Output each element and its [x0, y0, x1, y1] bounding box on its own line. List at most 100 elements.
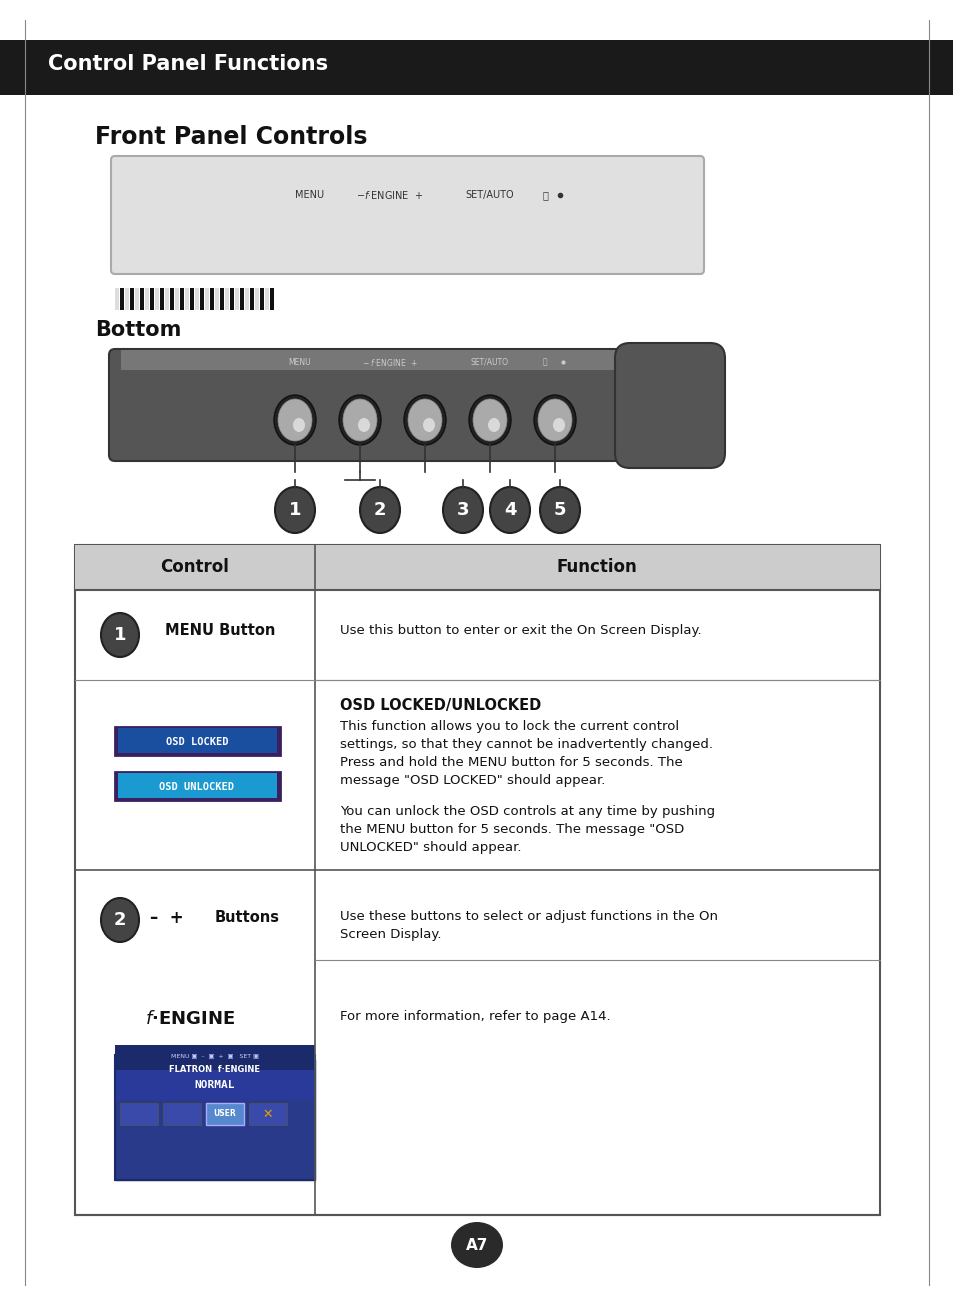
Text: 1: 1 [289, 501, 301, 519]
Bar [205, 288, 209, 311]
Text: 2: 2 [374, 501, 386, 519]
Text: USER: USER [213, 1109, 236, 1118]
Bar [270, 288, 274, 311]
Ellipse shape [473, 399, 506, 441]
Bar [115, 1060, 314, 1180]
Text: This function allows you to lock the current control
settings, so that they cann: This function allows you to lock the cur… [339, 720, 712, 787]
Ellipse shape [422, 418, 435, 432]
Bar [115, 1045, 314, 1067]
Text: Control: Control [160, 559, 230, 576]
Text: –  +: – + [150, 910, 183, 927]
Bar [135, 288, 139, 311]
Ellipse shape [451, 1221, 502, 1268]
Ellipse shape [403, 395, 446, 445]
Text: 4: 4 [503, 501, 516, 519]
FancyBboxPatch shape [118, 773, 276, 797]
Text: ⏻: ⏻ [541, 191, 547, 200]
Bar [125, 288, 129, 311]
Ellipse shape [539, 487, 579, 532]
Bar [165, 288, 169, 311]
Text: FLATRON  f·ENGINE: FLATRON f·ENGINE [170, 1065, 260, 1074]
Bar [115, 1070, 314, 1100]
Bar [190, 288, 193, 311]
Text: 5: 5 [553, 501, 566, 519]
Text: SET/AUTO: SET/AUTO [465, 191, 514, 200]
Text: OSD LOCKED: OSD LOCKED [166, 737, 228, 746]
FancyBboxPatch shape [615, 343, 724, 468]
Bar [240, 288, 244, 311]
Bar [200, 288, 204, 311]
Bar [115, 1058, 314, 1081]
Text: Bottom: Bottom [95, 320, 181, 341]
Bar [234, 288, 239, 311]
Text: For more information, refer to page A14.: For more information, refer to page A14. [339, 1010, 610, 1023]
Text: SET/AUTO: SET/AUTO [471, 358, 509, 367]
Bar [150, 288, 153, 311]
Ellipse shape [553, 418, 564, 432]
FancyBboxPatch shape [109, 348, 705, 461]
Text: Use these buttons to select or adjust functions in the On
Screen Display.: Use these buttons to select or adjust fu… [339, 910, 718, 941]
FancyBboxPatch shape [111, 157, 703, 274]
Text: $-\ \mathit{f}$·ENGINE  $+$: $-\ \mathit{f}$·ENGINE $+$ [362, 356, 417, 368]
Text: Function: Function [556, 559, 637, 576]
Ellipse shape [101, 898, 139, 942]
Bar [170, 288, 173, 311]
Text: Use this button to enter or exit the On Screen Display.: Use this button to enter or exit the On … [339, 624, 700, 637]
Text: NORMAL: NORMAL [194, 1081, 235, 1090]
Ellipse shape [101, 613, 139, 656]
FancyBboxPatch shape [0, 40, 953, 95]
Bar [163, 1103, 201, 1125]
Bar [214, 288, 219, 311]
Ellipse shape [274, 395, 315, 445]
Ellipse shape [359, 487, 399, 532]
Ellipse shape [469, 395, 511, 445]
Bar [194, 288, 199, 311]
Ellipse shape [408, 399, 441, 441]
Bar [154, 288, 159, 311]
Bar [140, 288, 144, 311]
Text: A7: A7 [465, 1237, 488, 1253]
Text: MENU Button: MENU Button [165, 622, 275, 638]
Bar [265, 288, 269, 311]
Text: OSD UNLOCKED: OSD UNLOCKED [159, 782, 234, 792]
Ellipse shape [534, 395, 576, 445]
Ellipse shape [277, 399, 312, 441]
Bar [206, 1103, 244, 1125]
Text: You can unlock the OSD controls at any time by pushing
the MENU button for 5 sec: You can unlock the OSD controls at any t… [339, 805, 715, 853]
FancyBboxPatch shape [115, 773, 280, 800]
Bar [130, 288, 133, 311]
Text: ✕: ✕ [262, 1108, 273, 1121]
Bar [75, 545, 879, 590]
Ellipse shape [537, 399, 572, 441]
FancyBboxPatch shape [118, 728, 276, 753]
Ellipse shape [357, 418, 370, 432]
Bar [121, 350, 693, 371]
Text: 2: 2 [113, 911, 126, 929]
Bar [254, 288, 258, 311]
Bar [245, 288, 249, 311]
Ellipse shape [338, 395, 380, 445]
Bar [120, 1103, 158, 1125]
Bar [174, 288, 179, 311]
Text: Buttons: Buttons [214, 911, 280, 925]
Bar [185, 288, 189, 311]
Text: MENU: MENU [289, 358, 311, 367]
Text: 1: 1 [113, 626, 126, 643]
Bar [115, 1054, 314, 1180]
Bar [160, 288, 164, 311]
Bar [260, 288, 264, 311]
Bar [225, 288, 229, 311]
Text: ⏻: ⏻ [542, 358, 547, 367]
FancyBboxPatch shape [115, 727, 280, 756]
Bar [115, 288, 119, 311]
Bar [75, 545, 879, 1215]
Ellipse shape [343, 399, 376, 441]
Bar [230, 288, 233, 311]
Bar [250, 288, 253, 311]
Ellipse shape [490, 487, 530, 532]
Text: MENU ▣  –  ▣  +  ▣   SET ▣: MENU ▣ – ▣ + ▣ SET ▣ [171, 1053, 258, 1058]
Bar [249, 1103, 287, 1125]
Bar [180, 288, 184, 311]
Text: OSD LOCKED/UNLOCKED: OSD LOCKED/UNLOCKED [339, 698, 540, 713]
Text: MENU: MENU [295, 191, 324, 200]
